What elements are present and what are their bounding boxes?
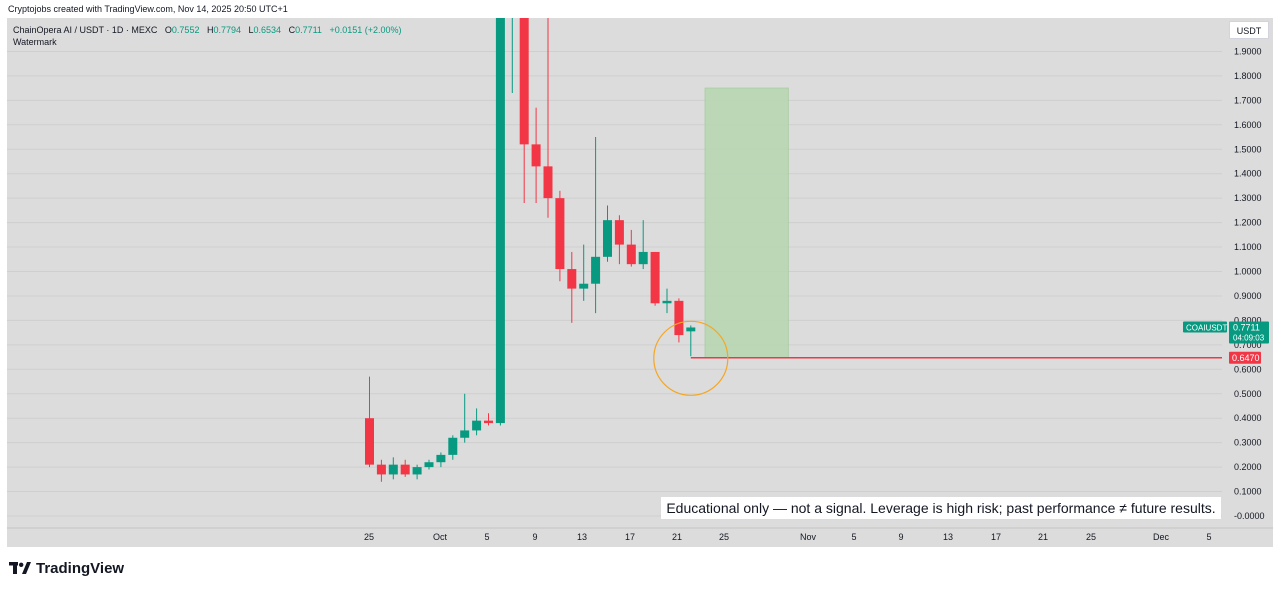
high-label: H (206, 25, 214, 35)
x-tick-label: 13 (943, 532, 953, 542)
x-tick-label: 13 (577, 532, 587, 542)
y-tick-label: 1.0000 (1234, 267, 1262, 277)
candle-body[interactable] (614, 220, 624, 245)
x-tick-label: 5 (484, 532, 489, 542)
candle-body[interactable] (543, 166, 553, 199)
candle-body[interactable] (460, 430, 470, 438)
y-tick-label: 0.1000 (1234, 487, 1262, 497)
candle-body[interactable] (472, 420, 482, 431)
candle-body[interactable] (603, 220, 612, 257)
x-tick-label: 5 (851, 532, 856, 542)
candle-body[interactable] (448, 437, 458, 455)
entry-price-tag (1229, 351, 1261, 364)
y-tick-label: 1.3000 (1234, 193, 1262, 203)
candle-body[interactable] (484, 420, 493, 424)
candle-body[interactable] (567, 269, 577, 289)
candle-body[interactable] (376, 464, 386, 475)
highlight-circle (653, 320, 729, 396)
candle-body[interactable] (626, 244, 636, 265)
symbol-legend: ChainOpera AI / USDT · 1D · MEXC O0.7552… (13, 24, 402, 48)
x-tick-label: 17 (625, 532, 635, 542)
candle-body[interactable] (662, 300, 672, 304)
y-tick-label: 1.2000 (1234, 218, 1262, 228)
y-tick-label: 1.4000 (1234, 169, 1262, 179)
x-tick-label: Nov (800, 532, 817, 542)
close-value: 0.7711 (295, 25, 322, 35)
y-tick-label: 1.8000 (1234, 71, 1262, 81)
x-tick-label: Dec (1153, 532, 1170, 542)
candle-body[interactable] (519, 15, 529, 145)
change-value: +0.0151 (+2.00%) (329, 25, 402, 35)
target-zone (704, 87, 789, 359)
x-tick-label: 21 (672, 532, 682, 542)
candle-body[interactable] (591, 256, 601, 284)
x-tick-label: 25 (364, 532, 374, 542)
x-tick-label: 5 (1206, 532, 1211, 542)
open-label: O (164, 25, 172, 35)
x-tick-label: 9 (898, 532, 903, 542)
candle-body[interactable] (686, 327, 696, 332)
x-tick-label: Oct (433, 532, 448, 542)
entry-price-value: 0.6470 (1232, 353, 1260, 363)
x-tick-label: 25 (719, 532, 729, 542)
symbol-price-tag (1183, 321, 1227, 333)
low-label: L (248, 25, 254, 35)
y-tick-label: 1.5000 (1234, 144, 1262, 154)
candle-body[interactable] (508, 15, 517, 17)
disclaimer-note: Educational only — not a signal. Leverag… (661, 497, 1221, 519)
y-tick-label: 0.3000 (1234, 438, 1262, 448)
candle-body[interactable] (555, 198, 565, 270)
candle-body[interactable] (495, 15, 505, 424)
y-tick-label: 0.2000 (1234, 462, 1262, 472)
bar-countdown: 04:09:03 (1233, 333, 1265, 342)
candle-body[interactable] (650, 251, 660, 304)
candle-body[interactable] (400, 464, 410, 475)
candle-body[interactable] (365, 418, 374, 465)
x-tick-label: 9 (532, 532, 537, 542)
candle-body[interactable] (436, 454, 446, 463)
created-by-caption: Cryptojobs created with TradingView.com,… (8, 4, 288, 14)
y-tick-label: 0.5000 (1234, 389, 1262, 399)
chart-pane[interactable] (7, 18, 1273, 547)
candle-body[interactable] (531, 144, 541, 167)
close-label: C (288, 25, 296, 35)
y-tick-label: 1.9000 (1234, 46, 1262, 56)
y-tick-label: 0.9000 (1234, 291, 1262, 301)
candle-body[interactable] (424, 462, 434, 468)
tradingview-logo-icon (9, 562, 31, 574)
watermark-label: Watermark (13, 37, 57, 47)
y-tick-label: -0.0000 (1234, 511, 1265, 521)
last-price-tag (1229, 321, 1269, 344)
tradingview-brand[interactable]: TradingView (9, 559, 124, 577)
y-tick-label: 0.6000 (1234, 364, 1262, 374)
y-tick-label: 0.4000 (1234, 413, 1262, 423)
last-price-value: 0.7711 (1233, 322, 1260, 332)
x-tick-label: 25 (1086, 532, 1096, 542)
candles-group (365, 15, 696, 482)
candle-body[interactable] (674, 300, 684, 336)
y-tick-label: 1.7000 (1234, 95, 1262, 105)
symbol-tag-label: COAIUSDT (1186, 323, 1227, 332)
candle-body[interactable] (412, 467, 422, 475)
symbol-name[interactable]: ChainOpera AI / USDT · 1D · MEXC (13, 25, 158, 35)
currency-unit-button[interactable]: USDT (1229, 21, 1269, 39)
candle-body[interactable] (388, 464, 398, 475)
candle-body[interactable] (638, 251, 648, 265)
y-tick-label: 0.8000 (1234, 315, 1262, 325)
low-value: 0.6534 (253, 25, 282, 35)
price-axis-bg (1222, 18, 1273, 528)
candle-body[interactable] (579, 283, 589, 289)
y-tick-label: 0.7000 (1234, 340, 1262, 350)
tradingview-logo-text: TradingView (36, 559, 125, 577)
x-tick-label: 17 (991, 532, 1001, 542)
open-value: 0.7552 (171, 25, 200, 35)
high-value: 0.7794 (213, 25, 241, 35)
y-tick-label: 1.1000 (1234, 242, 1262, 252)
y-tick-label: 1.6000 (1234, 120, 1262, 130)
x-tick-label: 21 (1038, 532, 1048, 542)
